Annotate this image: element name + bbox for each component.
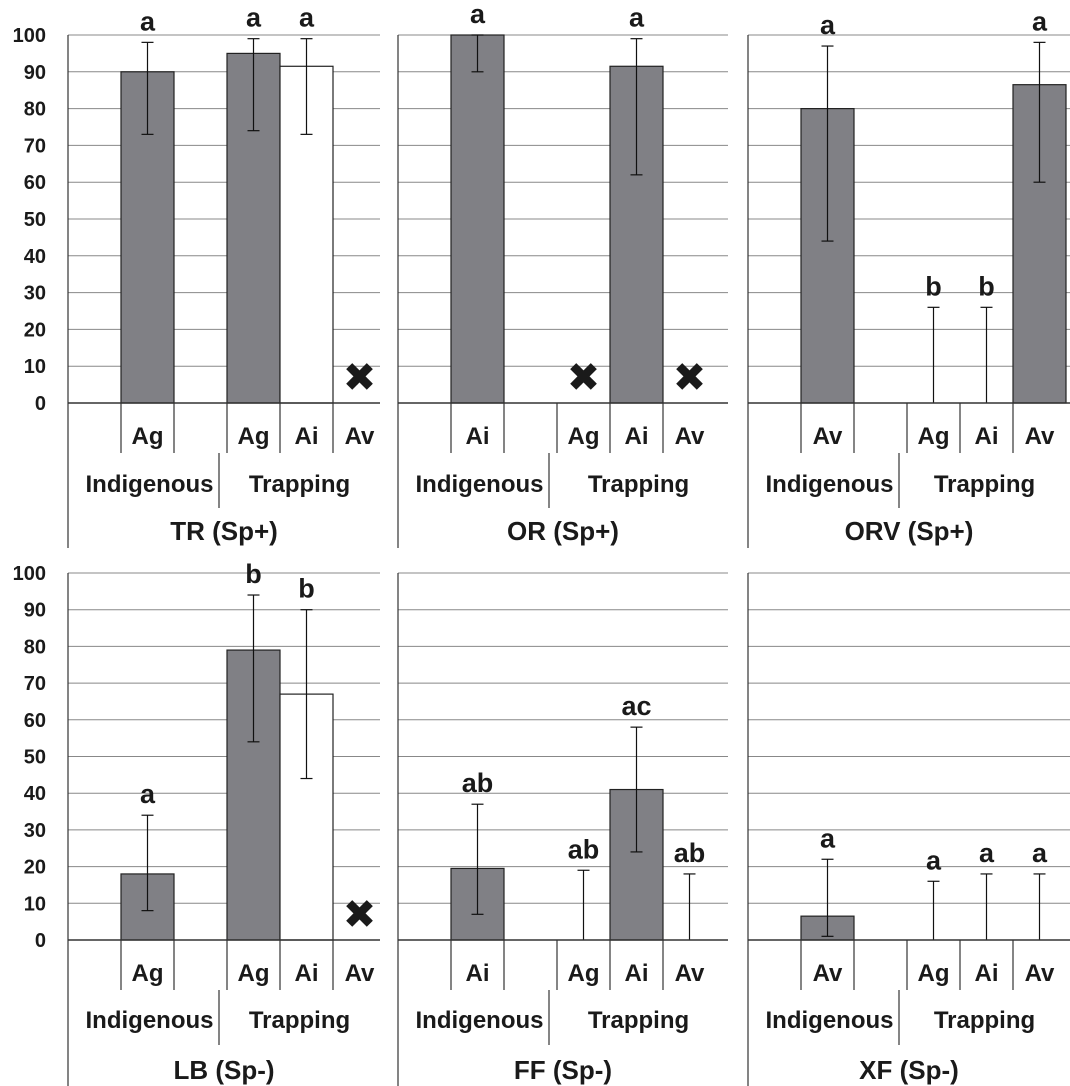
group-label-trapping: Trapping	[934, 471, 1035, 498]
significance-letter: a	[629, 3, 645, 33]
category-label: Av	[1025, 960, 1055, 987]
significance-letter: b	[978, 271, 995, 301]
significance-letter: a	[140, 6, 156, 36]
group-label-trapping: Trapping	[588, 1007, 689, 1034]
y-tick-label: 70	[24, 135, 46, 157]
category-label: Ai	[295, 423, 319, 450]
panel-title: XF (Sp-)	[859, 1055, 959, 1085]
panel-title: TR (Sp+)	[170, 516, 278, 546]
panel-orv: a b b a Av Ag Ai Av Indigenous Trapping ORV (Sp+)	[747, 6, 1070, 548]
significance-letter: b	[298, 574, 315, 604]
absent-marker: ✖	[343, 893, 377, 937]
category-label: Ag	[568, 423, 600, 450]
significance-letter: ab	[674, 838, 706, 868]
category-label: Av	[675, 960, 705, 987]
category-label: Ag	[918, 960, 950, 987]
group-label-trapping: Trapping	[588, 471, 689, 498]
panel-title: OR (Sp+)	[507, 516, 619, 546]
y-tick-label: 100	[13, 563, 46, 585]
category-label: Ag	[238, 960, 270, 987]
significance-letter: ab	[462, 768, 494, 798]
panel-ff: ab ab ac ab Ai Ag Ai Av Indigenous Trapping FF (Sp…	[397, 572, 728, 1086]
y-tick-label: 70	[24, 673, 46, 695]
group-label-indigenous: Indigenous	[86, 1007, 214, 1034]
significance-letter: a	[299, 3, 315, 33]
category-label: Av	[345, 423, 375, 450]
y-tick-label: 50	[24, 747, 46, 769]
absent-marker: ✖	[673, 356, 707, 400]
significance-letter: b	[925, 271, 942, 301]
panel-lb: a b b ✖ Ag Ag Ai Av Indigenous Trapping LB (Sp-)	[67, 559, 380, 1086]
significance-letter: a	[926, 845, 942, 875]
y-tick-label: 0	[35, 393, 46, 415]
panel-tr: a a a ✖ Ag Ag Ai Av Indigenous Trapping TR (Sp+)	[67, 3, 380, 548]
significance-letter: a	[470, 0, 486, 29]
y-tick-label: 30	[24, 283, 46, 305]
panel-or: a ✖ a ✖ Ai Ag Ai Av Indigenous Trapping OR (Sp+)	[397, 0, 728, 548]
group-label-trapping: Trapping	[249, 471, 350, 498]
significance-letter: a	[246, 3, 262, 33]
group-label-indigenous: Indigenous	[766, 471, 894, 498]
category-label: Ai	[466, 423, 490, 450]
category-label: Ag	[238, 423, 270, 450]
y-tick-label: 30	[24, 820, 46, 842]
category-label: Ai	[295, 960, 319, 987]
significance-letter: a	[1032, 6, 1048, 36]
significance-letter: a	[979, 838, 995, 868]
group-label-indigenous: Indigenous	[416, 471, 544, 498]
y-tick-label: 80	[24, 636, 46, 658]
y-tick-label: 60	[24, 172, 46, 194]
y-tick-label: 20	[24, 857, 46, 879]
y-tick-label: 90	[24, 62, 46, 84]
absent-marker: ✖	[343, 356, 377, 400]
significance-letter: b	[245, 559, 262, 589]
category-label: Ai	[625, 423, 649, 450]
category-label: Av	[675, 423, 705, 450]
y-tick-label: 10	[24, 356, 46, 378]
category-label: Ai	[466, 960, 490, 987]
category-label: Av	[813, 960, 843, 987]
significance-letter: ac	[621, 691, 651, 721]
group-label-trapping: Trapping	[249, 1007, 350, 1034]
significance-letter: ab	[568, 834, 600, 864]
y-tick-label: 40	[24, 783, 46, 805]
panel-title: ORV (Sp+)	[845, 516, 974, 546]
group-label-indigenous: Indigenous	[416, 1007, 544, 1034]
category-label: Av	[345, 960, 375, 987]
category-label: Ag	[132, 423, 164, 450]
category-label: Ag	[918, 423, 950, 450]
category-label: Ag	[132, 960, 164, 987]
category-label: Ag	[568, 960, 600, 987]
panel-title: LB (Sp-)	[173, 1055, 274, 1085]
category-label: Ai	[975, 423, 999, 450]
group-label-trapping: Trapping	[934, 1007, 1035, 1034]
category-label: Ai	[625, 960, 649, 987]
y-tick-label: 100	[13, 25, 46, 47]
category-label: Av	[1025, 423, 1055, 450]
significance-letter: a	[1032, 838, 1048, 868]
category-label: Av	[813, 423, 843, 450]
y-tick-label: 0	[35, 930, 46, 952]
y-tick-label: 20	[24, 319, 46, 341]
significance-letter: a	[820, 823, 836, 853]
bar	[450, 34, 505, 404]
panel-xf: a a a a Av Ag Ai Av Indigenous Trapping XF (Sp-)	[747, 572, 1070, 1086]
category-label: Ai	[975, 960, 999, 987]
y-tick-label: 60	[24, 710, 46, 732]
significance-letter: a	[140, 779, 156, 809]
y-tick-label: 40	[24, 246, 46, 268]
y-tick-label: 80	[24, 99, 46, 121]
significance-letter: a	[820, 10, 836, 40]
absent-marker: ✖	[567, 356, 601, 400]
group-label-indigenous: Indigenous	[86, 471, 214, 498]
group-label-indigenous: Indigenous	[766, 1007, 894, 1034]
panel-title: FF (Sp-)	[514, 1055, 612, 1085]
y-tick-label: 90	[24, 600, 46, 622]
y-tick-label: 10	[24, 893, 46, 915]
y-tick-label: 50	[24, 209, 46, 231]
